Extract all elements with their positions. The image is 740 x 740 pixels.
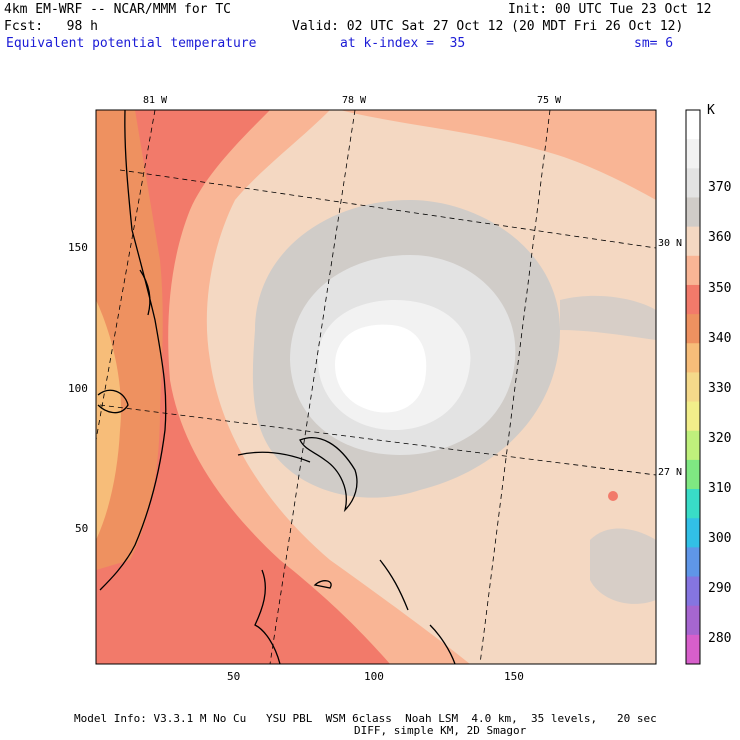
model-info-physics: DIFF, simple KM, 2D Smagor bbox=[354, 724, 527, 737]
lake-okeechobee bbox=[97, 389, 129, 414]
colorbar-swatch bbox=[686, 430, 700, 461]
x-tick-50: 50 bbox=[227, 670, 241, 683]
abaco-island bbox=[299, 437, 358, 513]
parallel-30n bbox=[119, 169, 657, 249]
y-tick-150: 150 bbox=[68, 241, 88, 254]
colorbar-label-370: 370 bbox=[708, 180, 732, 195]
colorbar-label-360: 360 bbox=[708, 230, 732, 245]
field-spot bbox=[608, 491, 618, 501]
cape-canaveral bbox=[139, 269, 151, 316]
andros-island bbox=[313, 580, 332, 589]
colorbar-swatch bbox=[686, 139, 700, 169]
colorbar-swatch bbox=[686, 226, 700, 257]
colorbar-label-330: 330 bbox=[708, 381, 732, 396]
colorbar-label-320: 320 bbox=[708, 431, 732, 446]
forecast-hour: Fcst: 98 h bbox=[4, 19, 98, 34]
field-370 bbox=[335, 324, 427, 413]
colorbar-swatch bbox=[686, 168, 700, 198]
lon-label-78w: 78 W bbox=[342, 95, 367, 106]
colorbar-swatch bbox=[686, 547, 700, 578]
graticule bbox=[95, 109, 657, 665]
colorbar bbox=[685, 109, 701, 665]
k-index: at k-index = 35 bbox=[340, 36, 466, 51]
map-frame bbox=[95, 109, 657, 665]
colorbar-frame bbox=[685, 109, 701, 665]
y-tick-50: 50 bbox=[75, 522, 89, 535]
field-gray-se bbox=[590, 528, 656, 604]
field-gray-streak bbox=[560, 295, 656, 340]
florida-coast bbox=[99, 110, 167, 591]
colorbar-label-290: 290 bbox=[708, 581, 732, 596]
model-info: Model Info: V3.3.1 M No Cu YSU PBL WSM 6… bbox=[74, 712, 657, 725]
lat-label-30n: 30 N bbox=[658, 238, 683, 249]
colorbar-unit: K bbox=[707, 103, 715, 118]
lon-label-75w: 75 W bbox=[537, 95, 562, 106]
x-tick-150: 150 bbox=[504, 670, 524, 683]
colorbar-label-340: 340 bbox=[708, 331, 732, 346]
lat-label-27n: 27 N bbox=[658, 467, 683, 478]
field-345-ne bbox=[340, 110, 656, 200]
colorbar-swatch bbox=[686, 459, 700, 490]
parallel-27n bbox=[99, 404, 657, 476]
field-330 bbox=[96, 300, 121, 540]
colorbar-swatch bbox=[686, 284, 700, 315]
colorbar-swatch bbox=[686, 634, 700, 665]
colorbar-swatch bbox=[686, 518, 700, 548]
colorbar-swatch bbox=[686, 255, 700, 286]
x-tick-100: 100 bbox=[364, 670, 384, 683]
cuba-north-coast bbox=[254, 569, 281, 664]
colorbar-swatch bbox=[686, 605, 700, 636]
smoothing: sm= 6 bbox=[634, 36, 674, 51]
map-field bbox=[96, 110, 656, 664]
colorbar-label-300: 300 bbox=[708, 531, 732, 546]
y-tick-100: 100 bbox=[68, 382, 88, 395]
init-time: Init: 00 UTC Tue 23 Oct 12 bbox=[508, 2, 712, 17]
colorbar-swatch bbox=[686, 372, 700, 403]
colorbar-swatch bbox=[686, 401, 700, 432]
field-340 bbox=[96, 110, 390, 664]
grand-bahama bbox=[237, 451, 311, 463]
long-island bbox=[429, 624, 456, 664]
lon-label-81w: 81 W bbox=[143, 95, 168, 106]
colorbar-label-310: 310 bbox=[708, 481, 732, 496]
valid-time: Valid: 02 UTC Sat 27 Oct 12 (20 MDT Fri … bbox=[292, 19, 684, 34]
colorbar-swatch bbox=[686, 343, 700, 373]
colorbar-label-280: 280 bbox=[708, 631, 732, 646]
colorbar-swatch bbox=[686, 314, 700, 344]
colorbar-swatch bbox=[686, 110, 700, 140]
meridian-75w bbox=[479, 109, 551, 665]
meridian-78w bbox=[269, 109, 356, 665]
colorbar-swatch bbox=[686, 197, 700, 228]
colorbar-swatch bbox=[686, 489, 700, 519]
coastlines bbox=[97, 110, 456, 664]
model-title: 4km EM-WRF -- NCAR/MMM for TC bbox=[4, 2, 231, 17]
colorbar-label-350: 350 bbox=[708, 281, 732, 296]
meridian-81w bbox=[95, 109, 156, 441]
field-name: Equivalent potential temperature bbox=[6, 36, 257, 51]
eleuthera bbox=[379, 559, 409, 611]
colorbar-swatch bbox=[686, 576, 700, 607]
